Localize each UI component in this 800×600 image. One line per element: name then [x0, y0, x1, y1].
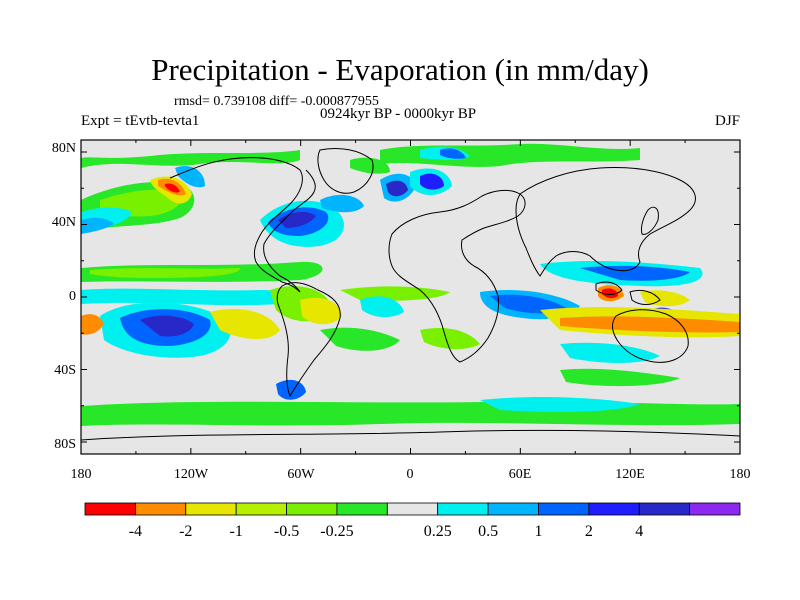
- lat-tick-label: 80S: [54, 437, 76, 452]
- colorbar-swatch: [437, 502, 489, 516]
- colorbar-swatch: [638, 502, 691, 516]
- colorbar-swatch: [487, 502, 539, 516]
- lon-tick-label: 0: [407, 467, 414, 482]
- colorbar-swatch: [235, 502, 287, 516]
- colorbar-swatch: [538, 502, 590, 516]
- lon-tick-label: 60W: [287, 467, 315, 482]
- period-label: 0924kyr BP - 0000kyr BP: [320, 106, 477, 122]
- lat-tick-label: 0: [69, 289, 76, 304]
- coastlines: [81, 147, 740, 441]
- field-contours: [81, 143, 740, 426]
- rmsd-diff-stats: rmsd= 0.739108 diff= -0.000877955: [174, 94, 379, 109]
- colorbar-swatch: [689, 502, 741, 516]
- colorbar-label: -1: [229, 523, 242, 540]
- figure-title: Precipitation - Evaporation (in mm/day): [151, 52, 649, 87]
- colorbar-label: 4: [635, 523, 643, 540]
- colorbar-label: -0.25: [320, 523, 353, 540]
- colorbar-label: -2: [179, 523, 192, 540]
- colorbar-swatch: [336, 502, 388, 516]
- lat-axis: 80N 40N 0 40S 80S: [52, 141, 76, 452]
- colorbar-swatch: [588, 502, 640, 516]
- colorbar-swatch: [84, 502, 136, 516]
- lon-tick-label: 120E: [615, 467, 645, 482]
- colorbar: [84, 502, 741, 516]
- colorbar-swatch: [134, 502, 187, 516]
- colorbar-label: 1: [534, 523, 542, 540]
- experiment-label: Expt = tEvtb-tevta1: [81, 113, 200, 129]
- lat-tick-label: 80N: [52, 141, 76, 156]
- colorbar-label: 0.5: [478, 523, 498, 540]
- season-label: DJF: [714, 113, 740, 129]
- colorbar-label: -4: [129, 523, 142, 540]
- tick-marks: [80, 140, 741, 454]
- lon-axis: 180 120W 60W 0 60E 120E 180: [71, 467, 751, 482]
- lat-tick-label: 40N: [52, 215, 76, 230]
- colorbar-label: 2: [585, 523, 593, 540]
- colorbar-label: -0.5: [274, 523, 299, 540]
- colorbar-swatch: [386, 502, 439, 516]
- lat-tick-label: 40S: [54, 363, 76, 378]
- lon-tick-label: 60E: [509, 467, 532, 482]
- colorbar-swatch: [185, 502, 237, 516]
- colorbar-label: 0.25: [424, 523, 452, 540]
- colorbar-swatch: [286, 502, 338, 516]
- colorbar-labels: -4 -2 -1 -0.5 -0.25 0.25 0.5 1 2 4: [129, 523, 644, 540]
- lon-tick-label: 120W: [174, 467, 209, 482]
- lon-tick-label: 180: [71, 467, 92, 482]
- lon-tick-label: 180: [730, 467, 751, 482]
